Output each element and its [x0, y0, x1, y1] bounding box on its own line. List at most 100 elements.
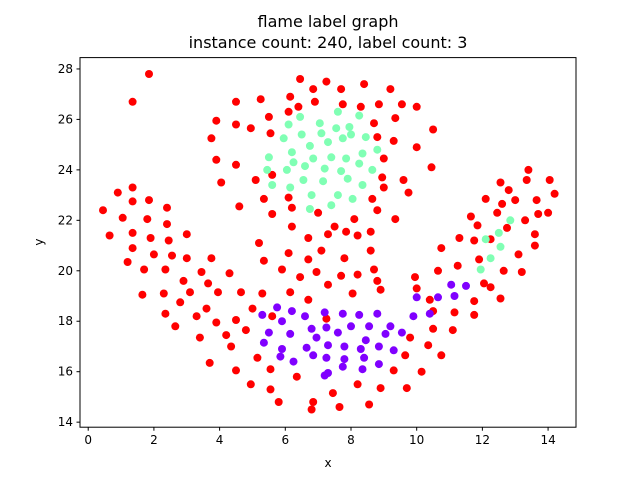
data-point	[284, 193, 293, 202]
data-point	[481, 194, 490, 203]
data-point	[437, 351, 446, 360]
data-point	[282, 165, 291, 174]
data-point	[506, 216, 515, 225]
data-point	[453, 261, 462, 270]
data-point	[373, 145, 382, 154]
data-point	[287, 307, 296, 316]
data-point	[315, 119, 324, 128]
data-point	[350, 215, 359, 224]
data-point	[417, 367, 426, 376]
data-point	[287, 203, 296, 212]
data-point	[338, 309, 347, 318]
data-point	[429, 324, 438, 333]
data-point	[307, 405, 316, 414]
data-point	[171, 322, 180, 331]
data-point	[337, 167, 346, 176]
data-point	[212, 155, 221, 164]
data-point	[427, 163, 436, 172]
x-tick-label: 2	[150, 433, 158, 447]
x-tick-label: 4	[216, 433, 224, 447]
chart-title: flame label graph	[257, 12, 398, 31]
data-point	[340, 342, 349, 351]
data-point	[299, 176, 308, 184]
data-point	[296, 112, 305, 121]
data-point	[476, 265, 485, 274]
data-point	[128, 97, 137, 106]
data-point	[113, 188, 122, 197]
data-point	[374, 360, 383, 369]
data-point	[373, 309, 382, 318]
data-point	[284, 107, 293, 116]
data-point	[176, 298, 185, 307]
data-point	[322, 77, 331, 86]
data-point	[301, 162, 309, 171]
data-point	[251, 176, 260, 184]
data-point	[353, 380, 362, 389]
y-axis-label: y	[32, 238, 46, 245]
data-point	[322, 314, 331, 323]
data-point	[342, 227, 351, 236]
data-point	[342, 154, 351, 163]
data-point	[312, 333, 321, 342]
data-point	[356, 102, 365, 111]
data-point	[307, 191, 316, 200]
data-point	[498, 199, 507, 208]
data-point	[105, 231, 114, 240]
data-point	[301, 312, 309, 321]
data-point	[292, 372, 301, 381]
data-point	[182, 254, 191, 263]
data-point	[340, 355, 349, 364]
data-point	[253, 353, 262, 362]
y-axis: 14 16 18 20 22 24 26 28	[58, 62, 80, 429]
data-point	[404, 188, 413, 197]
data-point	[424, 341, 433, 350]
data-point	[320, 308, 329, 317]
data-point	[307, 324, 316, 333]
data-point	[241, 326, 250, 335]
data-point	[217, 178, 226, 187]
data-point	[324, 341, 332, 350]
data-point	[309, 154, 318, 163]
data-point	[494, 228, 503, 237]
data-point	[412, 293, 421, 302]
data-point	[237, 288, 245, 297]
data-point	[399, 176, 408, 184]
x-tick-label: 8	[347, 433, 355, 447]
data-point	[327, 201, 336, 210]
data-point	[278, 265, 286, 274]
data-point	[207, 254, 216, 263]
data-point	[437, 244, 446, 253]
chart-subtitle: instance count: 240, label count: 3	[189, 33, 468, 52]
data-point	[360, 353, 369, 362]
data-point	[289, 357, 298, 366]
data-point	[391, 114, 400, 123]
points-layer	[99, 70, 559, 414]
data-point	[368, 194, 377, 203]
data-point	[309, 398, 318, 406]
data-point	[328, 389, 337, 398]
data-point	[195, 333, 204, 342]
data-point	[294, 102, 303, 111]
data-point	[161, 309, 170, 318]
data-point	[486, 254, 495, 263]
data-point	[397, 100, 406, 109]
data-point	[530, 230, 539, 239]
data-point	[296, 273, 305, 282]
data-point	[381, 329, 390, 338]
data-point	[374, 100, 383, 109]
data-point	[373, 133, 382, 142]
data-point	[361, 133, 370, 142]
data-point	[322, 323, 331, 332]
data-point	[296, 75, 305, 83]
data-point	[335, 403, 344, 411]
data-point	[355, 111, 364, 120]
data-point	[274, 398, 283, 406]
data-point	[246, 380, 255, 389]
data-point	[409, 312, 418, 321]
data-point	[466, 212, 475, 221]
data-point	[263, 165, 272, 174]
data-point	[386, 85, 395, 94]
data-point	[373, 276, 382, 285]
y-tick-label: 28	[58, 62, 73, 76]
data-point	[232, 316, 240, 324]
